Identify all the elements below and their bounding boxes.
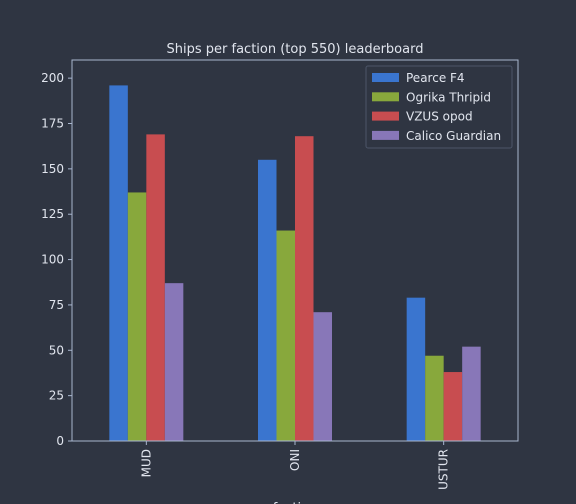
legend-box [365, 65, 513, 149]
bar-ustur-3 [462, 346, 481, 441]
legend-label: Calico Guardian [406, 129, 501, 143]
bar-oni-2 [295, 136, 314, 441]
bar-mud-1 [127, 192, 147, 441]
bar-oni-0 [258, 159, 277, 442]
bar-oni-1 [276, 230, 295, 441]
y-tick-label: 25 [49, 389, 64, 403]
bar-ustur-0 [406, 297, 426, 441]
legend-swatch [372, 111, 399, 121]
x-axis-label: faction [273, 501, 318, 504]
x-tick-label: MUD [139, 449, 153, 477]
legend-label: VZUS opod [406, 110, 473, 124]
y-tick-label: 200 [41, 71, 64, 85]
y-tick-label: 100 [41, 253, 64, 267]
legend-label: Ogrika Thripid [406, 90, 491, 104]
bar-ustur-2 [443, 372, 463, 441]
y-tick-label: 0 [56, 434, 64, 448]
bar-ustur-1 [425, 355, 444, 441]
chart-title: Ships per faction (top 550) leaderboard [167, 42, 424, 57]
y-tick-label: 75 [49, 298, 64, 312]
legend-swatch [372, 130, 399, 140]
x-tick-label: USTUR [437, 449, 451, 490]
y-tick-label: 175 [41, 117, 64, 131]
legend-swatch [372, 92, 399, 102]
bar-mud-3 [164, 283, 184, 441]
y-tick-label: 150 [41, 162, 64, 176]
legend-swatch [372, 73, 399, 82]
bar-oni-3 [313, 312, 332, 441]
bar-mud-2 [146, 134, 165, 441]
bar-mud-0 [109, 85, 128, 442]
plot-area: 0 25 50 75 100 125 150 175 200 MUD ONI USTUR Pearce … [41, 59, 519, 490]
legend-label: Pearce F4 [406, 71, 465, 85]
y-tick-label: 125 [41, 207, 64, 221]
x-tick-label: ONI [288, 449, 302, 471]
y-tick-label: 50 [49, 343, 64, 357]
legend: Pearce F4 Ogrika Thripid VZUS opod Calico G… [365, 65, 513, 149]
